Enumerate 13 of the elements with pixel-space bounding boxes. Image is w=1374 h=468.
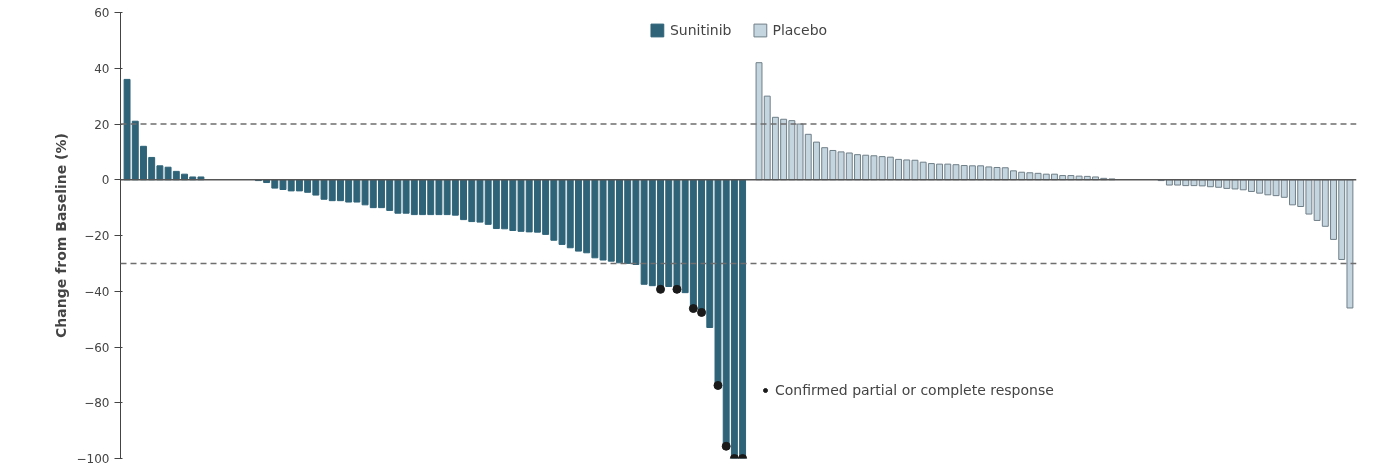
legend-label: Placebo: [772, 22, 828, 38]
y-tick-label: −100: [76, 452, 110, 466]
y-tick-label: −20: [84, 229, 110, 243]
y-axis-title: Change from Baseline (%): [52, 133, 69, 338]
y-tick-label: −60: [84, 340, 110, 355]
y-tick-label: 0: [101, 173, 110, 188]
y-tick-label: −80: [84, 396, 110, 411]
legend-label: Sunitinib: [669, 22, 732, 38]
y-tick-label: 60: [94, 6, 110, 20]
y-tick-label: 40: [94, 61, 110, 76]
legend-label: Confirmed partial or complete response: [775, 382, 1054, 398]
y-tick-label: 20: [94, 117, 110, 132]
y-tick-label: −40: [84, 284, 110, 299]
